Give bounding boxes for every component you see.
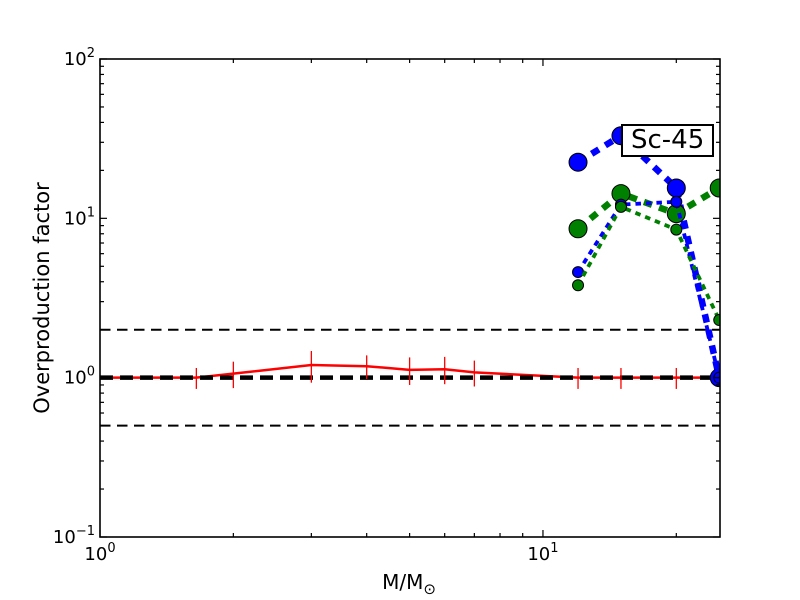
y-axis-label: Overproduction factor [30,182,54,414]
series-massive-blue-thin-line [576,199,720,379]
x-tick-label: 101 [527,541,558,565]
y-tick-label: 10−1 [53,524,95,548]
y-tick-label: 101 [64,205,95,229]
data-point-massive-blue-thin [572,266,585,279]
y-tick-label: 100 [64,365,95,389]
plot-area [100,126,720,427]
x-axis-label-main: M/M [382,570,424,594]
annotation-box-sc45: Sc-45 [621,124,715,157]
series-massive-blue-thick-line [576,131,720,379]
data-point-massive-blue-thin [670,195,683,208]
sun-symbol: ⊙ [423,580,436,598]
x-axis-label: M/M⊙ [382,570,436,598]
data-point-massive-blue-thick [568,152,588,172]
series-massive-green-thin-line [576,204,720,321]
x-tick-label: 100 [84,541,115,565]
data-point-massive-green-thick [568,219,588,239]
data-point-massive-green-thin [614,200,627,213]
series-massive-green-thick-line [575,185,720,232]
data-point-massive-blue-thick [666,178,686,198]
data-point-massive-green-thin [670,223,683,236]
y-tick-label: 102 [64,46,95,70]
data-point-massive-green-thin [572,279,585,292]
